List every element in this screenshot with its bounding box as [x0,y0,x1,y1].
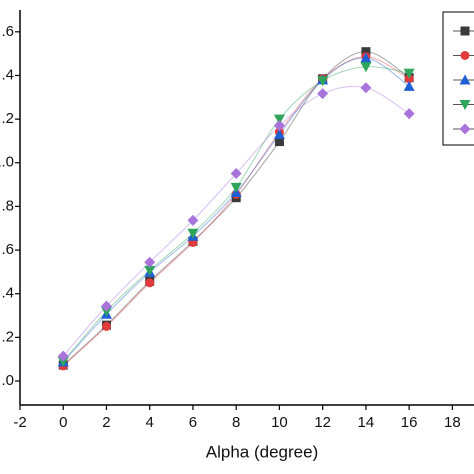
marker [230,167,242,179]
marker [273,120,285,132]
y-tick-label: .4 [1,285,14,302]
marker [101,321,111,331]
series-line [62,85,410,357]
legend [442,11,474,146]
marker [403,80,415,91]
x-tick-label: 18 [444,414,461,431]
y-tick-label: 1.0 [0,154,14,171]
marker [144,265,156,276]
legend-marker [460,26,470,36]
marker [100,300,112,312]
y-tick-label: .6 [1,241,14,258]
marker [403,68,415,79]
x-tick-label: 10 [271,414,288,431]
marker [360,82,372,94]
x-tick-label: 16 [401,414,418,431]
y-tick-label: .2 [1,328,14,345]
y-tick-label: .8 [1,197,14,214]
marker [145,278,155,288]
marker [144,256,156,268]
marker [187,214,199,226]
y-tick-label: .6 [1,23,14,40]
legend-marker [460,51,470,60]
x-tick-label: 14 [358,414,375,431]
marker [57,350,69,362]
marker [361,47,371,57]
marker [403,108,415,120]
series-line [62,56,410,367]
marker [187,228,199,239]
marker [100,306,112,317]
x-axis-label: Alpha (degree) [206,442,318,461]
marker [317,76,329,87]
y-tick-label: .4 [1,66,14,83]
marker [274,137,284,147]
y-tick-label: .2 [1,110,14,127]
marker [273,114,285,125]
marker [360,62,372,73]
marker [273,128,285,139]
legend-marker [459,123,471,135]
x-tick-label: 12 [314,414,331,431]
y-tick-label: .0 [1,372,14,389]
marker [360,52,372,63]
x-tick-label: 6 [189,414,197,431]
marker [57,356,69,367]
legend-marker [459,100,471,110]
x-tick-label: -2 [13,414,26,431]
marker [230,182,242,193]
x-tick-label: 0 [59,414,67,431]
marker [317,88,329,100]
x-tick-label: 2 [102,414,110,431]
x-tick-label: 8 [232,414,240,431]
legend-marker [459,74,471,85]
x-tick-label: 4 [146,414,154,431]
